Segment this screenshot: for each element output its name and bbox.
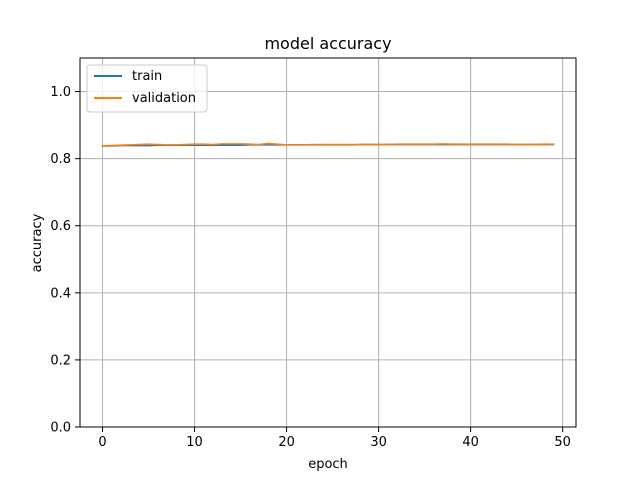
x-tick-label: 20: [278, 435, 295, 450]
legend: train validation: [86, 64, 208, 113]
series-lines: [101, 142, 555, 147]
y-tick-label: 0.0: [50, 421, 71, 436]
series-line-validation: [101, 142, 555, 147]
x-tick-label: 10: [186, 435, 203, 450]
legend-label-validation: validation: [132, 91, 196, 106]
legend-label-train: train: [132, 69, 162, 84]
grid: [80, 58, 576, 428]
y-axis-label: accuracy: [30, 213, 45, 272]
axis-ticks: 0 10 20 30 40 50 0.0 0.2 0.4 0.6 0.8 1.0: [50, 85, 571, 450]
y-tick-label: 1.0: [50, 85, 71, 100]
x-tick-label: 40: [462, 435, 479, 450]
y-tick-label: 0.2: [50, 353, 71, 368]
chart-title: model accuracy: [264, 34, 391, 53]
x-tick-label: 50: [554, 435, 571, 450]
plot-frame: [79, 57, 577, 428]
y-tick-label: 0.6: [50, 219, 71, 234]
y-tick-label: 0.4: [50, 286, 71, 301]
y-tick-label: 0.8: [50, 152, 71, 167]
x-axis-label: epoch: [308, 457, 348, 472]
x-tick-label: 30: [370, 435, 387, 450]
x-tick-label: 0: [98, 435, 106, 450]
